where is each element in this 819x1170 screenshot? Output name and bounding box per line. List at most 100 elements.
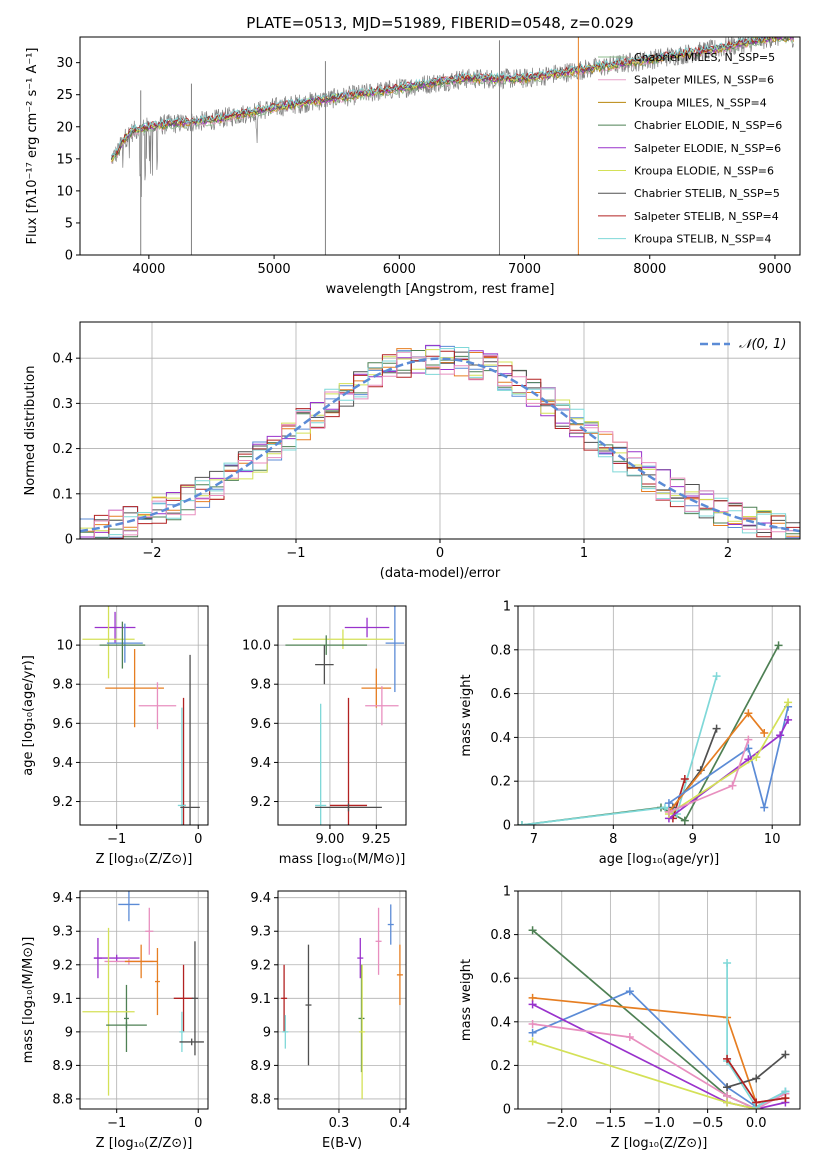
series-marker: [723, 958, 732, 967]
errorbar-group: [82, 891, 204, 1096]
plot-frame: [79, 36, 801, 256]
plot-frame: [277, 890, 407, 1110]
y-tick-label: 9.4: [52, 756, 73, 771]
series-marker: [752, 753, 761, 762]
x-tick-label: 0.0: [746, 1116, 767, 1131]
y-tick-label: 9.2: [250, 958, 271, 973]
x-tick-label: 8000: [633, 262, 666, 277]
spectrum-model-line: [110, 37, 794, 157]
y-tick-label: 1: [503, 885, 511, 900]
series-line: [668, 706, 789, 808]
series-line: [521, 644, 780, 825]
y-tick-label: 9.3: [52, 925, 73, 940]
series-marker: [723, 1083, 732, 1092]
series-marker: [752, 1074, 761, 1083]
y-tick-label: 30: [56, 56, 73, 71]
x-axis-label: (data-model)/error: [380, 566, 501, 581]
y-tick-label: 1: [503, 600, 511, 615]
y-axis-label: mass [log₁₀(M/M⊙)]: [21, 937, 36, 1064]
y-tick-label: 0.1: [52, 487, 73, 502]
x-tick-label: −0.5: [692, 1116, 724, 1131]
y-tick-label: 0.8: [490, 643, 511, 658]
x-tick-label: −1.5: [595, 1116, 627, 1131]
y-axis-label: Normed distribution: [23, 366, 38, 496]
x-axis-label: age [log₁₀(age/yr)]: [599, 852, 720, 867]
series-group: [528, 926, 790, 1109]
x-tick-label: −1: [107, 1116, 126, 1131]
series-marker: [723, 1098, 732, 1107]
y-axis-label: mass weight: [459, 959, 474, 1041]
x-axis-label: wavelength [Angstrom, rest frame]: [326, 282, 555, 297]
y-tick-label: 0.2: [52, 442, 73, 457]
y-tick-label: 0.2: [490, 1059, 511, 1074]
legend-label: Kroupa MILES, N_SSP=4: [634, 96, 767, 109]
series-marker: [528, 926, 537, 935]
spectrum-title: PLATE=0513, MJD=51989, FIBERID=0548, z=0…: [246, 14, 633, 32]
series-marker: [625, 987, 634, 996]
y-tick-label: 5: [65, 216, 73, 231]
x-tick-label: −2: [142, 546, 161, 561]
y-tick-label: 0.2: [490, 775, 511, 790]
y-tick-label: 0.4: [490, 731, 511, 746]
y-tick-label: 9: [65, 1025, 73, 1040]
panel-residuals: −2 −1 0 1 2 0 0.1 0.2 0.3 0.4 (data-model)/error No…: [23, 321, 801, 581]
panel-age-vs-mass: 9.00 9.25 9.2 9.4 9.6 9.8 10.0 mass [log₁₀(M/M⊙…: [242, 605, 407, 867]
series-marker: [781, 1094, 790, 1103]
x-tick-label: 9000: [758, 262, 791, 277]
y-tick-label: 0.6: [490, 687, 511, 702]
panel-age-vs-Z: −1 0 9.2 9.4 9.6 9.8 10 Z [log₁₀(Z/Z⊙)] age [log…: [21, 605, 209, 867]
spectrum-lines: [110, 37, 794, 255]
y-tick-label: 8.9: [250, 1059, 271, 1074]
series-marker: [680, 775, 689, 784]
y-tick-label: 9.2: [250, 795, 271, 810]
legend-label: Salpeter MILES, N_SSP=6: [634, 74, 774, 87]
y-tick-label: 0: [65, 249, 73, 264]
x-tick-label: 10: [764, 832, 781, 847]
x-tick-label: 7000: [508, 262, 541, 277]
y-tick-label: 9.4: [250, 891, 271, 906]
plot-frame: [79, 890, 209, 1110]
y-tick-label: 9.4: [52, 891, 73, 906]
legend-label: 𝒩(0, 1): [739, 337, 786, 352]
y-tick-label: 10: [56, 639, 73, 654]
y-tick-label: 9.8: [250, 678, 271, 693]
x-tick-label: 8: [609, 832, 617, 847]
series-marker: [784, 698, 793, 707]
x-tick-label: 1: [580, 546, 588, 561]
series-marker: [760, 729, 769, 738]
x-tick-label: 0: [194, 1116, 202, 1131]
panel-mass-vs-ebv: 0.3 0.4 8.8 8.9 9 9.1 9.2 9.3 9.4 E(B-V): [250, 890, 411, 1151]
x-axis-label: E(B-V): [322, 1136, 362, 1151]
y-tick-label: 0.4: [490, 1015, 511, 1030]
y-tick-label: 0: [503, 819, 511, 834]
series-line: [532, 1040, 757, 1109]
y-axis-label: mass weight: [459, 674, 474, 756]
x-tick-label: 0.4: [390, 1116, 411, 1131]
series-marker: [723, 1054, 732, 1063]
histogram-series: [80, 351, 800, 539]
x-tick-label: 6000: [383, 262, 416, 277]
x-tick-label: −2.0: [546, 1116, 578, 1131]
x-tick-label: −1.0: [643, 1116, 675, 1131]
y-tick-label: 0: [503, 1103, 511, 1118]
x-tick-label: 5000: [258, 262, 291, 277]
x-tick-label: −1: [107, 832, 126, 847]
y-tick-label: 8.9: [52, 1059, 73, 1074]
series-marker: [518, 821, 526, 825]
y-tick-label: 9.6: [52, 717, 73, 732]
series-line: [668, 701, 789, 815]
histogram-group: [80, 344, 800, 539]
series-marker: [744, 709, 753, 718]
y-tick-label: 10: [56, 184, 73, 199]
y-tick-label: 9.8: [52, 678, 73, 693]
x-axis-label: Z [log₁₀(Z/Z⊙)]: [611, 1136, 708, 1151]
series-marker: [528, 1037, 537, 1046]
legend-label: Chabrier STELIB, N_SSP=5: [634, 187, 780, 200]
y-axis-label: age [log₁₀(age/yr)]: [21, 655, 36, 776]
series-marker: [528, 1000, 537, 1009]
series-group: [518, 641, 793, 825]
x-tick-label: 9: [689, 832, 697, 847]
x-tick-label: 0: [194, 832, 202, 847]
y-tick-label: 25: [56, 88, 73, 103]
